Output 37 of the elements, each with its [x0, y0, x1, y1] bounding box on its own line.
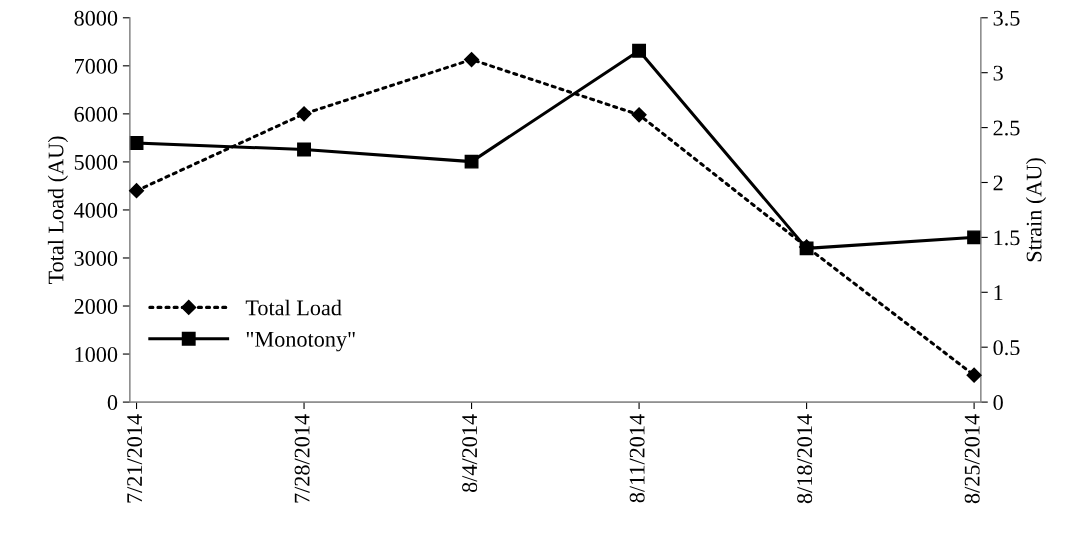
y-tick-label: 3000 — [74, 250, 118, 266]
point — [297, 142, 311, 157]
y2-tick-label: 2 — [993, 175, 1003, 191]
y-tick-label: 2000 — [74, 298, 118, 314]
y-tick-label: 5000 — [74, 154, 118, 170]
x-tick-label: 8/11/2014 — [629, 414, 645, 503]
legend-label: Total Load — [245, 299, 342, 316]
y2-tick-label: 1.5 — [994, 230, 1020, 246]
y-tick-label: 0 — [107, 395, 118, 411]
point — [967, 230, 982, 245]
y-tick-label: 4000 — [74, 202, 118, 218]
y2-tick-label: 3.5 — [993, 10, 1020, 26]
y-tick-label: 6000 — [74, 106, 118, 122]
x-tick-label: 8/25/2014 — [964, 414, 980, 504]
point — [128, 183, 145, 199]
y2-tick-label: 0.5 — [993, 340, 1020, 356]
point — [632, 43, 647, 58]
y2-axis-title: Strain (AU) — [1025, 158, 1047, 262]
y-axis-title: Total Load (AU) — [47, 136, 69, 285]
point — [966, 367, 982, 383]
x-tick-label: 7/21/2014 — [127, 414, 143, 503]
point — [129, 136, 144, 150]
y2-tick-label: 1 — [994, 285, 1003, 300]
y2-tick-label: 3 — [993, 65, 1003, 81]
y-tick-label: 8000 — [74, 10, 118, 26]
y2-tick-label: 0 — [993, 395, 1003, 411]
point — [296, 106, 312, 122]
x-tick-label: 7/28/2014 — [294, 414, 310, 503]
x-tick-label: 8/4/2014 — [462, 414, 478, 493]
y-tick-label: 1000 — [75, 346, 118, 362]
point — [631, 107, 647, 123]
x-tick-label: 8/18/2014 — [797, 414, 813, 504]
point — [464, 154, 479, 169]
legend-label: "Monotony" — [246, 332, 355, 352]
point — [463, 52, 480, 68]
y-tick-label: 7000 — [75, 58, 118, 74]
y2-tick-label: 2.5 — [993, 120, 1020, 136]
